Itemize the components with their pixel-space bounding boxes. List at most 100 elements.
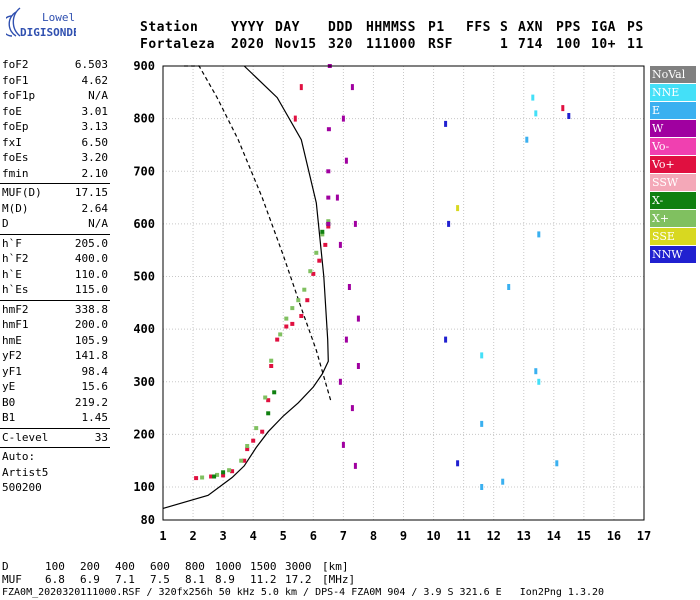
echo-point (254, 426, 259, 431)
echo-point (534, 110, 538, 117)
echo-point (317, 258, 322, 263)
param-name: hmF2 (2, 302, 29, 316)
echo-point (537, 378, 541, 385)
footer-muf-100: 6.8 (45, 573, 65, 586)
echo-point (314, 250, 319, 255)
auto-code: 500200 (2, 481, 42, 494)
legend-item: W (650, 120, 696, 137)
echo-point (278, 332, 283, 337)
y-tick-label: 300 (133, 375, 155, 389)
echo-point (260, 429, 265, 434)
param-group-muf: MUF(D) 17.15 M(D) 2.64 D N/A (0, 186, 112, 233)
param-value: N/A (88, 89, 108, 102)
hdr-label-p1: P1 (428, 20, 445, 35)
param-name: hmE (2, 333, 22, 347)
param-name: foF1p (2, 89, 36, 102)
x-tick-label: 12 (486, 529, 500, 543)
legend-item: SSW (650, 174, 696, 191)
echo-point (263, 395, 268, 400)
divider (0, 447, 110, 448)
brand-top: Lowell (42, 11, 76, 24)
x-tick-label: 10 (426, 529, 440, 543)
echo-point (456, 205, 460, 212)
echo-point (326, 221, 331, 226)
echo-point (480, 352, 484, 359)
hdr-label-pps: PPS (556, 20, 581, 35)
hdr-label-s: S (500, 20, 509, 35)
hdr-iga: 10+ (591, 37, 616, 52)
param-name: yF1 (2, 364, 22, 378)
legend-item: X+ (650, 210, 696, 227)
echo-point (555, 460, 559, 467)
hdr-p1: RSF (428, 37, 453, 52)
param-row: h`E 110.0 (0, 268, 112, 284)
param-name: foEp (2, 120, 29, 133)
echo-point (323, 242, 328, 247)
echo-point (245, 444, 250, 448)
param-row: yF1 98.4 (0, 365, 112, 381)
param-name: yF2 (2, 349, 22, 362)
param-row: M(D) 2.64 (0, 202, 112, 218)
param-group-confidence: C-level 33 (0, 431, 112, 447)
param-value: 400.0 (74, 252, 108, 265)
brand-bottom: DIGISONDE (20, 26, 76, 39)
param-row: foEs 3.20 (0, 151, 112, 167)
echo-point (501, 478, 505, 485)
footer-muf-1000: 8.9 (215, 573, 235, 586)
hdr-label-axn: AXN (518, 20, 543, 35)
param-row: h`F2 400.0 (0, 252, 112, 268)
divider (0, 183, 110, 184)
plot-frame (162, 65, 645, 521)
echo-point (344, 157, 348, 164)
param-value: 3.13 (81, 120, 109, 133)
footer-muf-1500: 11.2 (250, 573, 277, 586)
param-row: fxI 6.50 (0, 136, 112, 152)
param-name: yE (2, 380, 16, 393)
param-value: 115.0 (74, 283, 108, 296)
footer-d-400: 400 (115, 560, 135, 573)
hdr-label-ffs: FFS (466, 20, 491, 35)
hdr-s: 1 (500, 37, 509, 52)
footer-muf-3000: 17.2 (285, 573, 312, 586)
param-row: hmF1 200.0 (0, 318, 112, 334)
param-value: 33 (94, 430, 108, 444)
param-row: foF1p N/A (0, 89, 112, 105)
param-row: fmin 2.10 (0, 167, 112, 183)
footer-muf-600: 7.5 (150, 573, 170, 586)
x-tick-label: 17 (637, 529, 651, 543)
param-value: 4.62 (81, 73, 109, 87)
y-tick-label: 500 (133, 270, 155, 284)
legend-item: NoVal (650, 66, 696, 83)
echo-point (284, 316, 289, 321)
echo-point (209, 474, 214, 479)
echo-point (356, 315, 360, 322)
x-tick-label: 9 (400, 529, 407, 543)
legend-item: Vo- (650, 138, 696, 155)
param-row: B0 219.2 (0, 396, 112, 412)
param-group-virtual-heights: h`F 205.0 h`F2 400.0 h`E 110.0 h`Es 115.0 (0, 237, 112, 299)
param-value: 105.9 (74, 333, 108, 347)
footer-d-1000: 1000 (215, 560, 242, 573)
divider (0, 233, 110, 235)
echo-point (296, 298, 301, 303)
x-tick-label: 4 (250, 529, 257, 543)
legend: NoVal NNE E W Vo- Vo+ SSW X- X+ SSE NNW (650, 66, 696, 264)
param-name: h`E (2, 267, 22, 281)
echo-point (320, 232, 325, 237)
footer-info: FZA0M_2020320111000.RSF / 320fx256h 50 k… (2, 587, 605, 598)
echo-point (507, 284, 511, 290)
param-row: foEp 3.13 (0, 120, 112, 136)
footer-d-label: D (2, 560, 9, 573)
param-row: yF2 141.8 (0, 349, 112, 365)
echo-point (480, 420, 484, 427)
x-tick-label: 13 (517, 529, 531, 543)
hdr-label-yyyy: YYYY (231, 20, 265, 35)
legend-item: NNE (650, 84, 696, 101)
echo-point (215, 472, 220, 477)
echo-point (531, 94, 535, 101)
divider (0, 427, 110, 429)
echo-point (221, 470, 226, 475)
legend-item: NNW (650, 246, 696, 263)
x-tick-label: 1 (159, 529, 166, 543)
